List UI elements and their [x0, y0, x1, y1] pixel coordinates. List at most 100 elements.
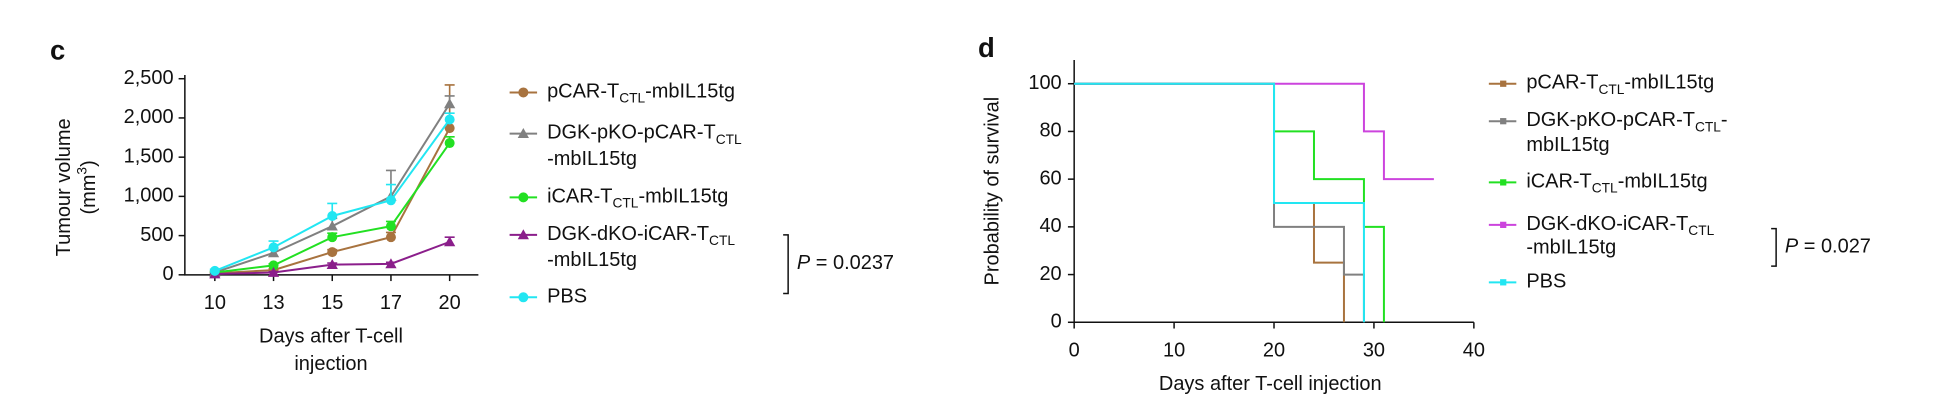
text-part: DGK-pKO-pCAR-T [547, 122, 716, 144]
text-part: PBS [547, 286, 587, 308]
text-part: mbIL15tg [1526, 134, 1609, 156]
marker [517, 229, 529, 240]
marker [327, 210, 338, 221]
bracket [783, 234, 789, 295]
legend-label: DGK-dKO-iCAR-TCTL [1526, 213, 1714, 238]
text-part: 3 [74, 167, 89, 175]
marker [326, 259, 338, 269]
legend-label: PBS [1526, 271, 1566, 293]
marker [444, 114, 455, 125]
y-tick-label: 100 [1028, 72, 1061, 94]
text-part: pCAR-T [1526, 72, 1598, 94]
y-axis-label: (mm3) [74, 160, 100, 214]
text-part: P [797, 252, 811, 274]
text-part: DGK-dKO-iCAR-T [1526, 213, 1688, 235]
annotation: P = 0.027 [1785, 236, 1871, 258]
x-axis-label: Days after T-cell [259, 326, 403, 348]
panel-label: c [50, 35, 65, 66]
y-tick-label: 1,500 [124, 145, 174, 167]
legend-label: pCAR-TCTL-mbIL15tg [1526, 72, 1714, 97]
text-part: = 0.0237 [810, 252, 894, 274]
legend-label: iCAR-TCTL-mbIL15tg [547, 186, 728, 211]
legend-marker [1500, 118, 1507, 125]
bracket [1771, 227, 1777, 267]
text-part: ) [78, 160, 100, 167]
y-tick-label: 0 [163, 263, 174, 285]
marker [444, 123, 455, 134]
marker [268, 260, 279, 271]
text-part: - [1721, 109, 1728, 131]
y-tick-label: 60 [1039, 167, 1061, 189]
marker [518, 192, 529, 203]
legend-label: -mbIL15tg [1526, 237, 1616, 259]
x-axis-label: injection [294, 353, 367, 375]
y-tick-label: 2,500 [124, 67, 174, 89]
text-part: pCAR-T [547, 81, 619, 103]
text-part: -mbIL15tg [1526, 237, 1616, 259]
x-tick-label: 20 [1263, 339, 1285, 361]
legend-marker [1500, 221, 1507, 228]
legend-label: DGK-pKO-pCAR-TCTL [547, 122, 742, 147]
marker [326, 220, 338, 231]
text-part: CTL [1598, 82, 1624, 97]
legend-marker [1500, 279, 1507, 286]
legend-label: iCAR-TCTL-mbIL15tg [1526, 171, 1707, 196]
text-part: CTL [1592, 180, 1618, 195]
legend-marker [1500, 179, 1507, 186]
text-part: DGK-pKO-pCAR-T [1526, 109, 1695, 131]
legend-label: DGK-dKO-iCAR-TCTL [547, 223, 735, 248]
x-tick-label: 20 [439, 292, 461, 314]
marker [209, 265, 220, 276]
text-part: CTL [709, 233, 735, 248]
legend-label: -mbIL15tg [547, 249, 637, 271]
x-axis-label: Days after T-cell injection [1159, 373, 1382, 395]
survival-curve [1074, 82, 1365, 323]
text-part: CTL [619, 90, 645, 105]
text-part: CTL [1695, 119, 1721, 134]
marker [518, 87, 529, 98]
marker [268, 242, 279, 253]
annotation: P = 0.0237 [797, 252, 894, 274]
y-tick-label: 500 [140, 224, 173, 246]
marker [267, 266, 280, 277]
y-tick-label: 1,000 [124, 185, 174, 207]
marker [385, 221, 396, 232]
x-tick-label: 0 [1069, 339, 1080, 361]
marker [444, 236, 456, 247]
x-tick-label: 17 [380, 292, 402, 314]
text-part: CTL [1688, 223, 1714, 238]
survival-curve [1074, 82, 1434, 181]
legend-label: PBS [547, 286, 587, 308]
legend-label: -mbIL15tg [547, 148, 637, 170]
text-part: -mbIL15tg [638, 186, 728, 208]
marker [385, 258, 397, 269]
y-tick-label: 80 [1039, 120, 1061, 142]
y-axis-label: Probability of survival [981, 97, 1003, 286]
text-part: -mbIL15tg [1624, 72, 1714, 94]
text-part: iCAR-T [1526, 171, 1591, 193]
y-axis-label: Tumour volume [53, 118, 75, 256]
panel-label: d [978, 32, 995, 63]
text-part: -mbIL15tg [547, 148, 637, 170]
x-tick-label: 15 [321, 292, 343, 314]
x-tick-label: 40 [1463, 339, 1485, 361]
marker [327, 247, 338, 258]
legend-label: mbIL15tg [1526, 134, 1609, 156]
marker [327, 232, 338, 243]
x-tick-label: 10 [204, 292, 226, 314]
text-part: (mm [78, 175, 100, 215]
legend-label: pCAR-TCTL-mbIL15tg [547, 81, 735, 106]
text-part: -mbIL15tg [1618, 171, 1708, 193]
marker [444, 98, 456, 109]
y-tick-label: 40 [1039, 215, 1061, 237]
marker [385, 232, 396, 243]
text-part: CTL [613, 195, 639, 210]
text-part: Tumour volume [53, 118, 75, 256]
marker [444, 138, 455, 149]
y-tick-label: 20 [1039, 263, 1061, 285]
x-tick-label: 10 [1163, 339, 1185, 361]
x-tick-label: 30 [1363, 339, 1385, 361]
text-part: DGK-dKO-iCAR-T [547, 223, 709, 245]
x-tick-label: 13 [262, 292, 284, 314]
